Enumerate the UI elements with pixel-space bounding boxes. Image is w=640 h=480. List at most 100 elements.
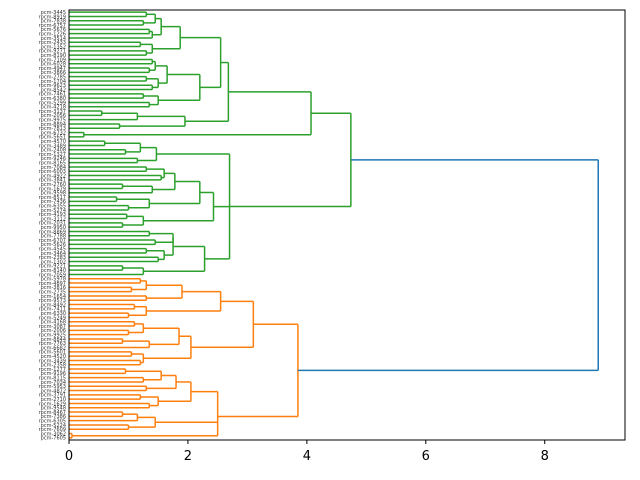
leaf-label: pcm-5676 — [41, 27, 66, 33]
leaf-label: pcm-8542 — [41, 87, 66, 93]
leaf-label: rpcm-3791 — [39, 393, 66, 399]
x-tick-label: 4 — [303, 449, 311, 464]
leaf-label: pcm-5224 — [41, 423, 66, 429]
leaf-label: rpcm-7609 — [39, 427, 66, 433]
leaf-label: pcm-3464 — [41, 251, 66, 257]
x-tick-label: 6 — [422, 449, 430, 464]
leaf-label: pcm-3816 — [41, 285, 66, 291]
leaf-label: rpcm-8467 — [39, 410, 66, 416]
leaf-label: pcm-8844 — [41, 337, 66, 343]
leaf-label: pcm-4168 — [41, 320, 66, 326]
leaf-label: rpcm-6355 — [39, 203, 66, 209]
leaf-label: rpcm-9925 — [39, 332, 66, 338]
leaf-label: rpcm-2735 — [39, 289, 66, 295]
leaf-label: pcm-9598 — [41, 191, 66, 197]
leaf-label: pcm-4570 — [41, 139, 66, 145]
leaf-label: pcm-3062 — [41, 431, 66, 437]
leaf-label: pcm-7788 — [41, 234, 66, 240]
leaf-label: rpcm-1327 — [39, 152, 66, 158]
leaf-label: pcm-2056 — [41, 113, 66, 119]
leaf-label: rpcm-6707 — [39, 238, 66, 244]
leaf-label: rpcm-7461 — [39, 92, 66, 98]
leaf-label: pcm-4218 — [41, 105, 66, 111]
leaf-label: pcm-4872 — [41, 388, 66, 394]
leaf-label: rpcm-6003 — [39, 169, 66, 175]
leaf-label: pcm-3112 — [41, 216, 66, 222]
leaf-label: rpcm-8919 — [39, 14, 66, 20]
leaf-label: pcm-7838 — [41, 19, 66, 25]
leaf-label: pcm-8492 — [41, 302, 66, 308]
leaf-label: rpcm-4193 — [39, 212, 66, 218]
leaf-label: rpcm-2433 — [39, 40, 66, 46]
leaf-labels: pcm-3445rpcm-8919pcm-7838rpcm-6757pcm-56… — [39, 10, 66, 442]
x-axis: 0 2 4 6 8 — [65, 440, 549, 464]
leaf-label: rpcm-5601 — [39, 350, 66, 356]
leaf-label: pcm-5274 — [41, 208, 66, 214]
leaf-label: rpcm-3137 — [39, 109, 66, 115]
x-tick-label: 2 — [184, 449, 192, 464]
leaf-label: pcm-4520 — [41, 354, 66, 360]
leaf-label: rpcm-7411 — [39, 307, 66, 313]
leaf-label: pcm-2760 — [41, 182, 66, 188]
leaf-label: rpcm-9221 — [39, 264, 66, 270]
leaf-label: pcm-7034 — [41, 380, 66, 386]
leaf-label: rpcm-4947 — [39, 66, 66, 72]
leaf-label: rpcm-1226 — [39, 31, 66, 37]
leaf-label: pcm-6682 — [41, 345, 66, 351]
leaf-label: pcm-2710 — [41, 397, 66, 403]
leaf-label: rpcm-7109 — [39, 57, 66, 63]
leaf-label: pcm-1704 — [41, 79, 66, 85]
leaf-label: rpcm-4545 — [39, 246, 66, 252]
leaf-label: rpcm-1629 — [39, 401, 66, 407]
plot-frame — [68, 9, 626, 441]
leaf-label: rpcm-3439 — [39, 358, 66, 364]
leaf-label: rpcm-3087 — [39, 324, 66, 330]
leaf-label: pcm-2006 — [41, 328, 66, 334]
leaf-label: rpcm-5299 — [39, 100, 66, 106]
leaf-label: pcm-7084 — [41, 165, 66, 171]
leaf-label: pcm-2358 — [41, 363, 66, 369]
leaf-label: pcm-1352 — [41, 44, 66, 50]
leaf-label: pcm-5978 — [41, 277, 66, 283]
leaf-label: rpcm-5249 — [39, 315, 66, 321]
leaf-label: rpcm-9623 — [39, 83, 66, 89]
leaf-label: rpcm-2383 — [39, 255, 66, 261]
leaf-label: rpcm-3489 — [39, 143, 66, 149]
leaf-label: pcm-3866 — [41, 70, 66, 76]
leaf-label: pcm-9950 — [41, 225, 66, 231]
leaf-label: pcm-6732 — [41, 130, 66, 136]
leaf-label: pcm-4922 — [41, 173, 66, 179]
leaf-label: rpcm-1679 — [39, 186, 66, 192]
leaf-label: rpcm-4897 — [39, 281, 66, 287]
leaf-label: pcm-3445 — [41, 10, 66, 16]
leaf-label: pcm-9246 — [41, 156, 66, 162]
leaf-label: rpcm-8869 — [39, 229, 66, 235]
leaf-label: rpcm-8517 — [39, 195, 66, 201]
leaf-label: pcm-5626 — [41, 242, 66, 248]
leaf-label: pcm-8190 — [41, 53, 66, 59]
leaf-label: pcm-1654 — [41, 294, 66, 300]
leaf-label: rpcm-3841 — [39, 178, 66, 184]
dendrogram-links — [69, 11, 599, 439]
leaf-label: rpcm-2031 — [39, 221, 66, 227]
leaf-label: pcm-6330 — [41, 311, 66, 317]
leaf-label: rpcm-1277 — [39, 367, 66, 373]
leaf-label: pcm-8894 — [41, 122, 66, 128]
x-tick-label: 8 — [541, 449, 549, 464]
leaf-label: pcm-3514 — [41, 36, 66, 42]
leaf-label: rpcm-9975 — [39, 117, 66, 123]
leaf-label: rpcm-9573 — [39, 298, 66, 304]
leaf-label: pcm-6380 — [41, 96, 66, 102]
leaf-label: rpcm-2785 — [39, 74, 66, 80]
leaf-label: pcm-1302 — [41, 259, 66, 265]
leaf-label: pcm-9196 — [41, 371, 66, 377]
leaf-label: rpcm-9271 — [39, 49, 66, 55]
leaf-label: pcm-9548 — [41, 406, 66, 412]
x-tick-label: 0 — [65, 449, 73, 464]
leaf-label: rpcm-7763 — [39, 341, 66, 347]
leaf-label: pcm-6028 — [41, 62, 66, 68]
leaf-label: rpcm-7813 — [39, 126, 66, 132]
leaf-label: rpcm-5953 — [39, 384, 66, 390]
leaf-label: pcm-8140 — [41, 268, 66, 274]
